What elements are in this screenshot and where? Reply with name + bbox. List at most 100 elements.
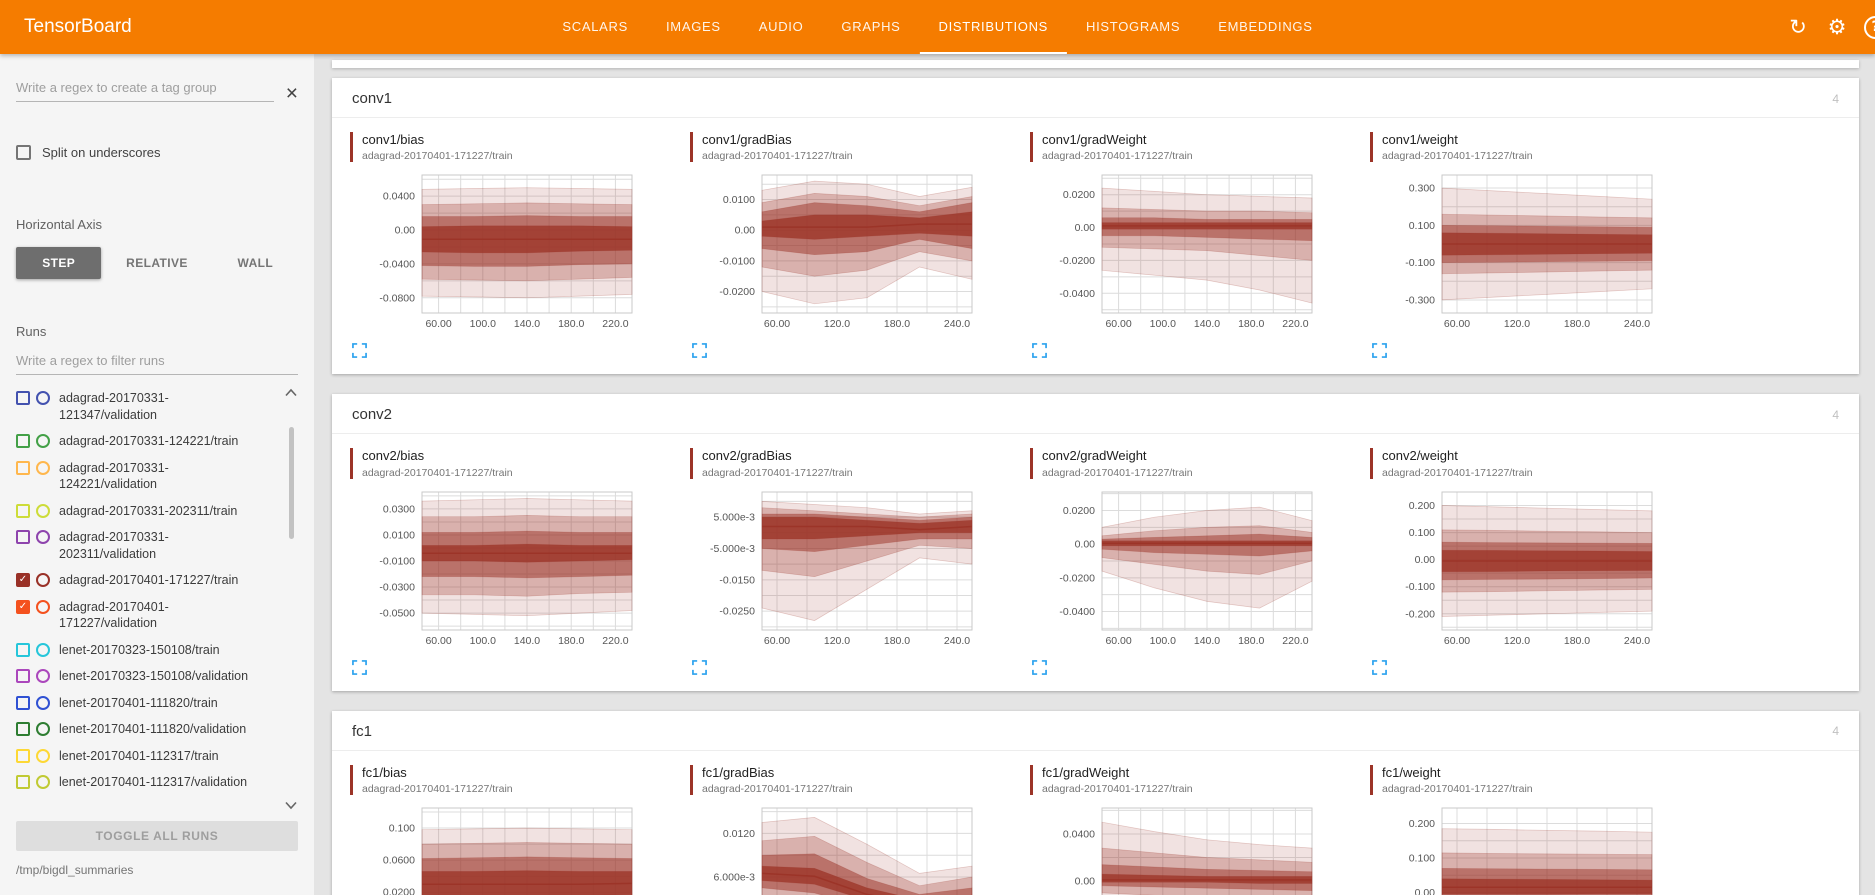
run-isolator-circle[interactable] — [36, 503, 50, 518]
tab-distributions[interactable]: DISTRIBUTIONS — [919, 0, 1068, 54]
expand-chart-icon[interactable] — [692, 659, 707, 675]
charts-row: conv1/bias adagrad-20170401-171227/train 0… — [332, 118, 1859, 374]
run-checkbox[interactable] — [16, 460, 30, 475]
toggle-all-runs-button[interactable]: TOGGLE ALL RUNS — [16, 821, 298, 851]
distribution-plot[interactable]: 0.0300 0.0100 -0.0100 -0.0300 -0.0500 60.00 10… — [364, 487, 640, 651]
tab-embeddings[interactable]: EMBEDDINGS — [1218, 18, 1313, 34]
expand-chart-icon[interactable] — [1372, 343, 1387, 359]
svg-text:100.0: 100.0 — [470, 635, 496, 647]
distribution-plot[interactable]: 0.0200 0.00 -0.0200 -0.0400 60.00 100.0 140.0 1… — [1044, 487, 1320, 651]
run-checkbox[interactable] — [16, 391, 30, 405]
expand-row — [1368, 651, 1700, 685]
run-isolator-circle[interactable] — [36, 391, 50, 405]
run-isolator-circle[interactable] — [36, 695, 50, 710]
close-icon[interactable]: × — [285, 82, 298, 105]
svg-text:-0.200: -0.200 — [1405, 608, 1435, 620]
tab-audio[interactable]: AUDIO — [758, 18, 804, 34]
svg-text:60.00: 60.00 — [764, 318, 790, 330]
tag-group-title[interactable]: conv1 — [352, 90, 393, 107]
run-row[interactable]: lenet-20170401-111820/train — [16, 690, 278, 717]
help-icon[interactable]: ? — [1864, 15, 1875, 39]
tab-scalars[interactable]: SCALARS — [562, 18, 628, 34]
run-row[interactable]: lenet-20170401-111820/validation — [16, 716, 278, 743]
run-row[interactable]: lenet-20170401-112317/train — [16, 743, 278, 770]
run-checkbox[interactable]: ✓ — [16, 599, 30, 614]
tag-group-title[interactable]: fc1 — [352, 722, 373, 740]
run-isolator-circle[interactable] — [36, 775, 50, 789]
axis-step-button[interactable]: STEP — [16, 247, 102, 279]
svg-text:60.00: 60.00 — [764, 635, 790, 647]
run-isolator-circle[interactable] — [36, 434, 50, 448]
svg-text:-0.0500: -0.0500 — [379, 607, 415, 619]
tab-histograms[interactable]: HISTOGRAMS — [1086, 18, 1181, 34]
run-checkbox[interactable]: ✓ — [16, 573, 30, 587]
run-checkbox[interactable] — [16, 530, 30, 544]
expand-row — [348, 334, 680, 368]
run-isolator-circle[interactable] — [36, 642, 50, 657]
runs-filter-input[interactable]: Write a regex to filter runs — [16, 353, 298, 375]
run-row[interactable]: adagrad-20170331-124221/validation — [16, 455, 278, 498]
scroll-down-icon[interactable] — [284, 801, 298, 810]
expand-chart-icon[interactable] — [1032, 343, 1047, 359]
run-row[interactable]: adagrad-20170331-202311/train — [16, 498, 278, 525]
checkbox-icon[interactable] — [16, 145, 31, 160]
scroll-up-icon[interactable] — [284, 388, 298, 397]
run-isolator-circle[interactable] — [36, 669, 50, 683]
svg-text:0.0400: 0.0400 — [383, 191, 415, 203]
run-row[interactable]: ✓ adagrad-20170401-171227/validation — [16, 594, 278, 637]
run-checkbox[interactable] — [16, 642, 30, 657]
axis-button-group: STEP RELATIVE WALL — [16, 247, 298, 279]
run-checkbox[interactable] — [16, 748, 30, 763]
expand-chart-icon[interactable] — [692, 343, 707, 359]
run-row[interactable]: adagrad-20170331-124221/train — [16, 428, 278, 455]
distribution-plot[interactable]: 0.0200 0.00 -0.0200 -0.0400 60.00 100.0 140.0 1… — [1044, 170, 1320, 334]
distribution-plot[interactable]: 0.0400 0.00 -0.0400 -0.0800 60.00 100.0 140.0 1… — [364, 170, 640, 334]
tag-regex-input[interactable]: Write a regex to create a tag group — [16, 80, 274, 102]
run-isolator-circle[interactable] — [36, 722, 50, 736]
run-isolator-circle[interactable] — [36, 530, 50, 544]
svg-text:220.0: 220.0 — [1282, 635, 1308, 647]
run-checkbox[interactable] — [16, 695, 30, 710]
chart-run-name: adagrad-20170401-171227/train — [1042, 782, 1193, 795]
distribution-plot[interactable]: 0.04000.00-0.040060.00100.0140.0180.0220… — [1044, 803, 1320, 895]
run-row[interactable]: lenet-20170323-150108/validation — [16, 663, 278, 690]
tab-images[interactable]: IMAGES — [665, 18, 721, 34]
run-row[interactable]: lenet-20170401-112317/validation — [16, 769, 278, 796]
distribution-plot[interactable]: 0.1000.06000.0200-0.020060.00100.0140.01… — [364, 803, 640, 895]
run-checkbox[interactable] — [16, 503, 30, 518]
distribution-plot[interactable]: 5.000e-3 -5.000e-3 -0.0150 -0.0250 60.00 120.… — [704, 487, 980, 651]
tab-graphs[interactable]: GRAPHS — [841, 18, 901, 34]
svg-text:220.0: 220.0 — [602, 635, 628, 647]
chart-title-block: conv1/bias adagrad-20170401-171227/train — [350, 132, 680, 163]
run-row[interactable]: adagrad-20170331-202311/validation — [16, 524, 278, 567]
expand-chart-icon[interactable] — [352, 343, 367, 359]
run-isolator-circle[interactable] — [36, 599, 50, 614]
run-row[interactable]: adagrad-20170331-121347/validation — [16, 385, 278, 428]
axis-wall-button[interactable]: WALL — [213, 247, 298, 279]
expand-chart-icon[interactable] — [352, 659, 367, 675]
run-isolator-circle[interactable] — [36, 460, 50, 475]
run-isolator-circle[interactable] — [36, 748, 50, 763]
expand-chart-icon[interactable] — [1032, 659, 1047, 675]
settings-icon[interactable]: ⚙ — [1827, 14, 1847, 39]
distribution-plot[interactable]: 0.300 0.100 -0.100 -0.300 60.00 120.0 180.0 240… — [1384, 170, 1660, 334]
svg-text:140.0: 140.0 — [514, 318, 540, 330]
refresh-icon[interactable]: ↻ — [1789, 14, 1807, 39]
run-checkbox[interactable] — [16, 669, 30, 683]
distribution-plot[interactable]: 0.200 0.100 0.00 -0.100 -0.200 60.00 120.0 180.… — [1384, 487, 1660, 651]
run-checkbox[interactable] — [16, 722, 30, 736]
run-checkbox[interactable] — [16, 775, 30, 789]
expand-chart-icon[interactable] — [1372, 659, 1387, 675]
runs-scrollbar-thumb[interactable] — [289, 427, 294, 539]
chart-title-block: fc1/weight adagrad-20170401-171227/train — [1370, 764, 1700, 795]
tag-group-title[interactable]: conv2 — [352, 406, 393, 424]
axis-relative-button[interactable]: RELATIVE — [114, 247, 199, 279]
run-row[interactable]: ✓ adagrad-20170401-171227/train — [16, 567, 278, 594]
distribution-plot[interactable]: 0.0100 0.00 -0.0100 -0.0200 60.00 120.0 180.0 2… — [704, 170, 980, 334]
run-checkbox[interactable] — [16, 434, 30, 448]
run-row[interactable]: lenet-20170323-150108/train — [16, 637, 278, 664]
run-isolator-circle[interactable] — [36, 573, 50, 587]
split-underscores-checkbox[interactable]: Split on underscores — [16, 145, 298, 160]
